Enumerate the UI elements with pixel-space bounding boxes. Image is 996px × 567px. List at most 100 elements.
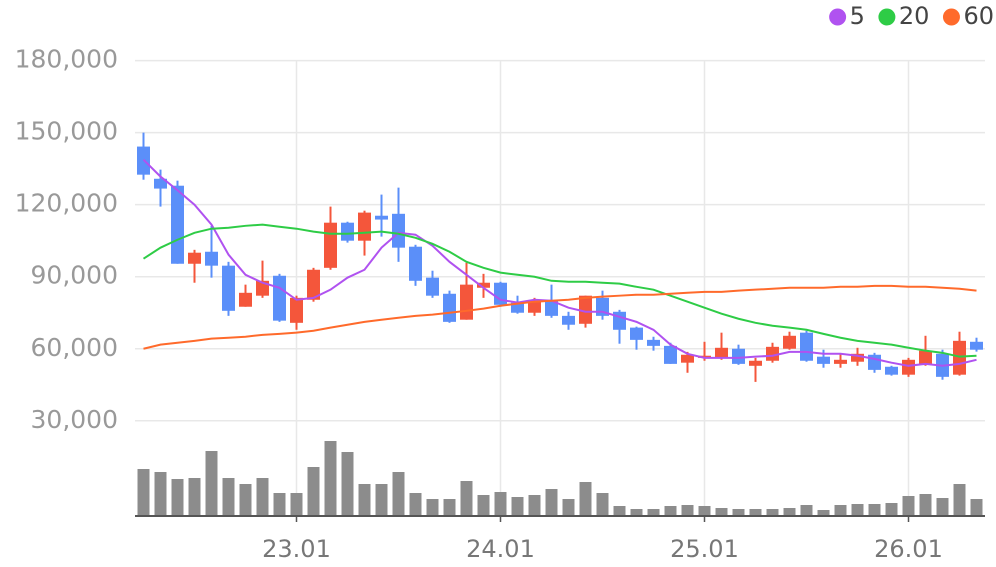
volume-bar <box>562 499 575 516</box>
volume-bar <box>800 505 813 516</box>
candle-body <box>273 275 286 321</box>
volume-bar <box>868 504 881 516</box>
volume-bar <box>732 509 745 516</box>
volume-bar <box>885 503 898 516</box>
candle-body <box>409 246 422 281</box>
candle-body <box>800 332 813 361</box>
volume-bar <box>460 481 473 516</box>
candle-body <box>783 335 796 349</box>
candle-body <box>902 359 915 375</box>
x-tick-label: 23.01 <box>262 535 331 563</box>
volume-bar <box>970 499 983 516</box>
y-tick-label: 150,000 <box>15 117 118 146</box>
y-tick-label: 90,000 <box>31 261 118 290</box>
volume-bar <box>902 496 915 516</box>
volume-bar <box>358 484 371 516</box>
candle-body <box>528 300 541 313</box>
legend-label: 20 <box>899 2 930 30</box>
volume-bar <box>953 484 966 516</box>
candle-body <box>630 327 643 340</box>
x-tick-label: 24.01 <box>466 535 535 563</box>
ma-line <box>142 223 977 358</box>
volume-bar <box>783 508 796 516</box>
volume-bar <box>647 509 660 516</box>
volume-bar <box>188 478 201 516</box>
candle-body <box>358 212 371 241</box>
volume-bar <box>596 493 609 516</box>
candle-body <box>188 252 201 264</box>
candle-body <box>341 222 354 241</box>
volume-bar <box>341 452 354 516</box>
volume-bar <box>324 441 337 516</box>
candle-body <box>698 355 711 358</box>
candle-body <box>494 282 507 305</box>
volume-bar <box>222 478 235 516</box>
volume-bar <box>936 498 949 516</box>
volume-bar <box>528 495 541 516</box>
volume-bar <box>698 506 711 516</box>
candle-body <box>919 350 932 364</box>
candle-body <box>511 302 524 313</box>
volume-bar <box>919 494 932 516</box>
volume-bar <box>375 484 388 516</box>
y-tick-label: 30,000 <box>31 405 118 434</box>
volume-bar <box>511 497 524 516</box>
volume-bar <box>409 493 422 516</box>
volume-bar <box>851 504 864 516</box>
candle-body <box>817 356 830 364</box>
volume-bar <box>290 493 303 516</box>
volume-bar <box>834 505 847 516</box>
candle-body <box>307 269 320 300</box>
volume-bar <box>579 482 592 516</box>
volume-bar <box>681 505 694 516</box>
x-tick-label: 25.01 <box>670 535 739 563</box>
legend-marker <box>829 8 847 26</box>
y-tick-label: 60,000 <box>31 333 118 362</box>
volume-bar <box>817 510 830 516</box>
volume-bar <box>443 499 456 516</box>
x-tick-label: 26.01 <box>874 535 943 563</box>
candle-body <box>664 345 677 364</box>
volume-bar <box>154 472 167 516</box>
legend-label: 5 <box>850 2 865 30</box>
candle-body <box>375 215 388 220</box>
ma-line <box>143 284 977 350</box>
candle-body <box>766 346 779 361</box>
candle-body <box>681 354 694 363</box>
candle-body <box>647 339 660 346</box>
candle-body <box>324 222 337 268</box>
volume-bar <box>256 478 269 516</box>
candle-body <box>545 300 558 316</box>
candle-body <box>562 315 575 325</box>
candle-body <box>579 295 592 324</box>
candle-body <box>749 360 762 366</box>
legend-marker <box>878 8 896 26</box>
candle-body <box>460 284 473 320</box>
candle-body <box>154 178 167 189</box>
volume-bar <box>545 489 558 516</box>
y-tick-label: 120,000 <box>15 189 118 218</box>
volume-bar <box>494 492 507 516</box>
candle-body <box>732 348 745 364</box>
candle-body <box>290 297 303 323</box>
candle-body <box>885 366 898 375</box>
volume-bar <box>273 493 286 516</box>
volume-bar <box>613 506 626 516</box>
candle-body <box>239 292 252 307</box>
candle-body <box>970 341 983 350</box>
volume-bar <box>137 469 150 516</box>
candle-body <box>426 277 439 296</box>
candle-body <box>392 213 405 248</box>
volume-bar <box>307 467 320 516</box>
y-tick-label: 180,000 <box>15 45 118 74</box>
candle-body <box>205 251 218 266</box>
volume-bar <box>715 508 728 516</box>
ma-line <box>142 158 977 367</box>
volume-bar <box>664 506 677 516</box>
legend-label: 60 <box>963 2 994 30</box>
volume-bar <box>392 472 405 516</box>
candle-body <box>851 353 864 362</box>
volume-bar <box>630 509 643 516</box>
volume-bar <box>171 479 184 516</box>
